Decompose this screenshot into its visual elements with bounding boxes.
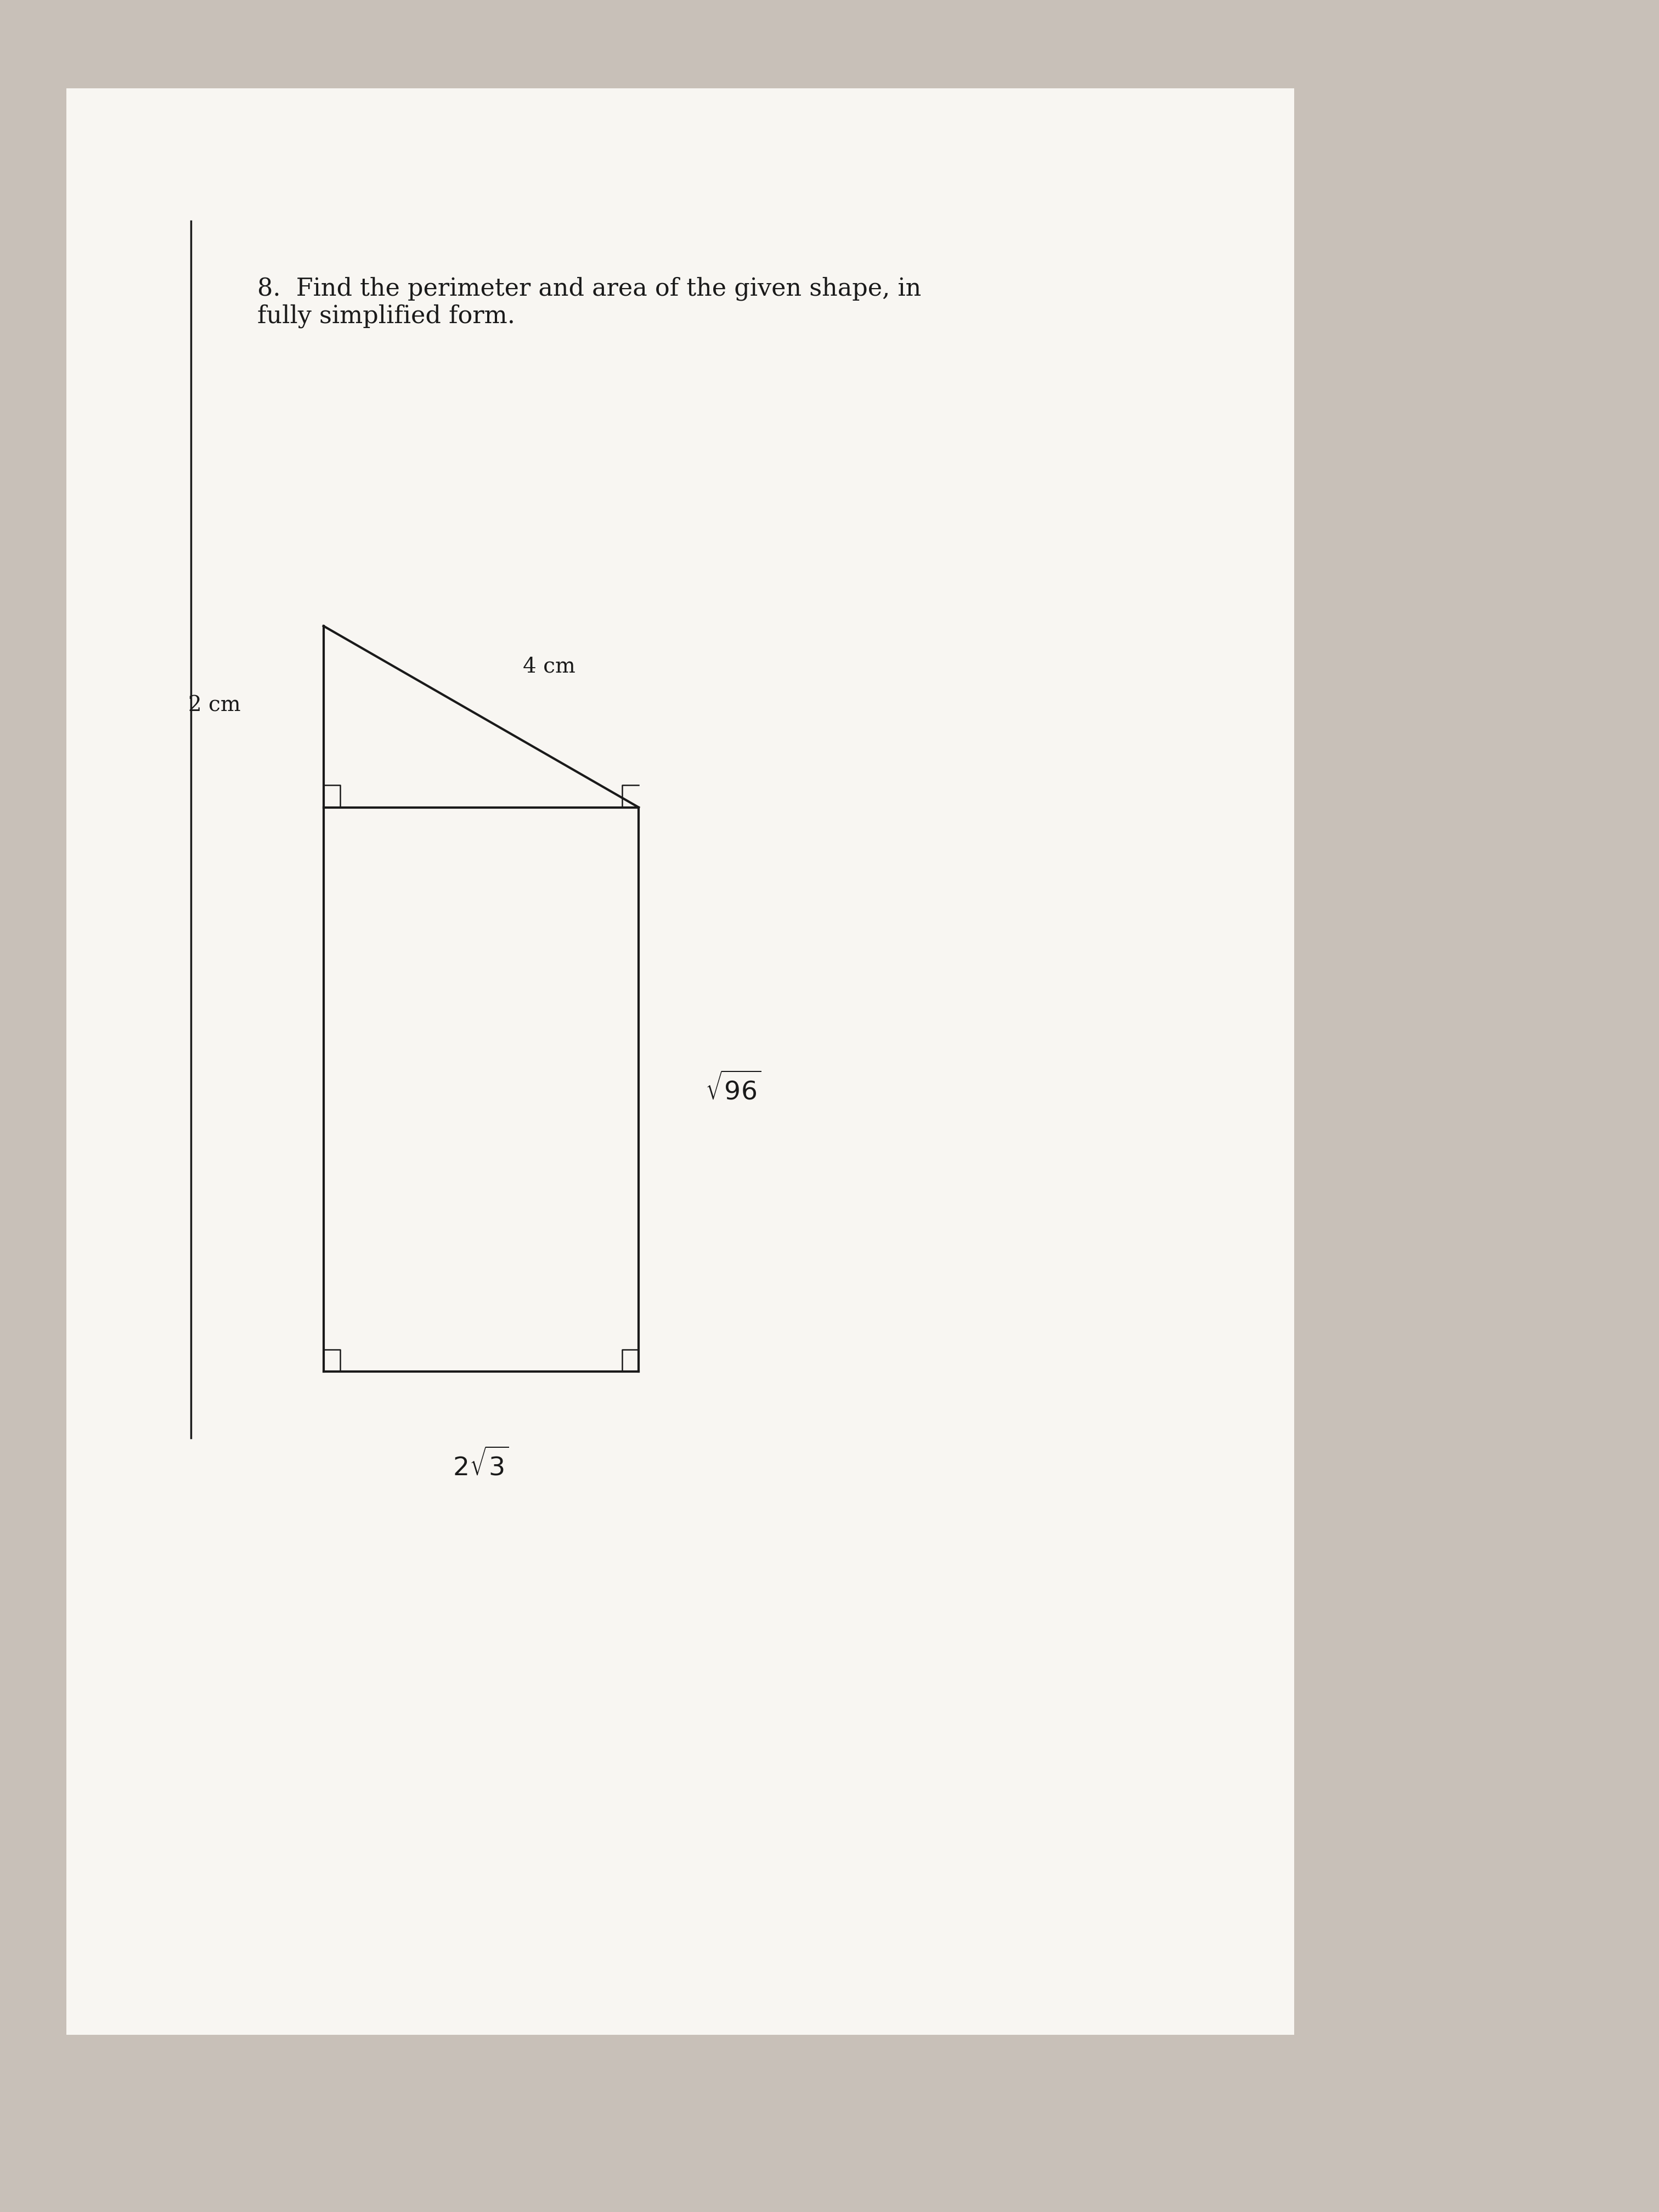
Text: 8.  Find the perimeter and area of the given shape, in
fully simplified form.: 8. Find the perimeter and area of the gi… (257, 276, 921, 327)
Text: 4 cm: 4 cm (523, 657, 576, 677)
Text: 2 cm: 2 cm (187, 695, 241, 717)
Text: $2\sqrt{3}$: $2\sqrt{3}$ (453, 1449, 509, 1482)
Bar (66, 88, 1294, 2035)
Text: $\sqrt{96}$: $\sqrt{96}$ (705, 1073, 761, 1106)
